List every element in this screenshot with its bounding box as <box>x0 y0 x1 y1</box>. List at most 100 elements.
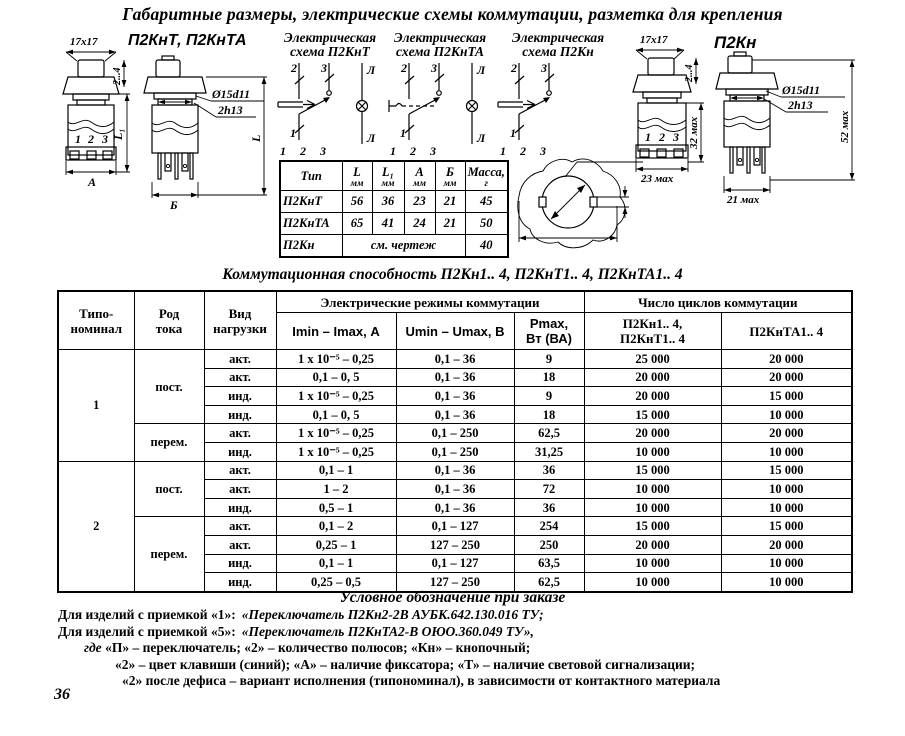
col-header-imin: Imin – Imax, А <box>275 312 397 350</box>
col-header-cyc2: П2КнТА1.. 4 <box>720 312 853 350</box>
ordering-title: Условное обозначение при заказе <box>339 589 566 606</box>
cell: 41 <box>371 212 405 235</box>
page-title: Габаритные размеры, электрические схемы … <box>122 4 783 24</box>
table-row: инд. 1 x 10⁻⁵ – 0,25 0,1 – 36 9 20 000 1… <box>58 386 853 406</box>
cell: 15 000 <box>583 516 722 536</box>
cell: 21 <box>434 190 466 213</box>
table-row: Типо- номинал Род тока Вид нагрузки Элек… <box>57 290 853 350</box>
button-body <box>723 100 771 148</box>
pin-label: 3 <box>319 144 326 158</box>
table-row: инд. 1 x 10⁻⁵ – 0,25 0,1 – 250 31,25 10 … <box>58 441 853 462</box>
cell: 20 000 <box>720 367 853 388</box>
cell: 0,1 – 36 <box>395 497 515 518</box>
cell: 0,1 – 127 <box>395 553 515 574</box>
cell: 0,1 – 127 <box>395 516 515 536</box>
button-bezel <box>62 76 120 95</box>
acceptance-label: Для изделий с приемкой «5»: <box>58 623 236 639</box>
ordering-line: Для изделий с приемкой «5»: «Переключател… <box>0 624 905 641</box>
terminal-number: 1 <box>645 130 651 144</box>
cell: акт. <box>203 367 277 388</box>
cell: 250 <box>513 534 585 555</box>
cell: 72 <box>513 479 585 499</box>
cell: 0,1 – 0, 5 <box>275 404 397 425</box>
lamp-label: Л <box>366 63 376 77</box>
terminal-number: 2 <box>87 132 94 146</box>
contact-label: 2 <box>510 61 517 75</box>
legend-text: «П» – переключатель; «2» – количество по… <box>105 640 531 655</box>
pin-label: 1 <box>280 144 286 158</box>
pin-label: 2 <box>409 144 416 158</box>
cell: 40 <box>464 234 509 258</box>
dim-a-label: А <box>87 175 96 189</box>
cell: 9 <box>513 349 585 369</box>
mounting-drawing <box>517 158 643 249</box>
cell: 0,5 – 1 <box>275 497 397 518</box>
designation-value: «Переключатель П2КнТА2-В ОЮО.360.049 ТУ»… <box>241 623 534 639</box>
cell: инд. <box>203 386 277 406</box>
table-row: акт. 1 – 2 0,1 – 36 72 10 000 10 000 <box>58 479 853 499</box>
dim-l1-label: L₁ <box>111 128 125 141</box>
left-side-view: Б Ø15d11 2h13 L <box>143 55 267 212</box>
cell: 10 000 <box>720 572 853 593</box>
table-row: инд. 0,1 – 0, 5 0,1 – 36 18 15 000 10 00… <box>58 404 853 425</box>
contact-label: 3 <box>430 61 437 75</box>
cell: 10 000 <box>583 497 722 518</box>
dim-travel-label: 2...4 <box>112 68 123 87</box>
contact-label: 1 <box>400 126 406 140</box>
cell: 15 000 <box>720 516 853 536</box>
dim-17x17-label: 17x17 <box>70 36 98 48</box>
left-front-view: 17x17 1 2 3 А 2...4 L₁ <box>62 36 130 189</box>
dim-32-label: 32 мах <box>688 116 700 150</box>
cell: 0,1 – 2 <box>275 516 397 536</box>
legend-text: «2» – цвет клавиши (синий); «А» – наличи… <box>115 656 696 672</box>
table-row: 1 пост. акт. 1 x 10⁻⁵ – 0,25 0,1 – 36 9 … <box>57 348 853 462</box>
cell: 0,1 – 36 <box>395 404 515 425</box>
dim-thread-label: 2h13 <box>787 98 813 112</box>
ordering-line: где «П» – переключатель; «2» – количеств… <box>0 640 905 657</box>
cell-rod: перем. <box>133 423 205 462</box>
legend-text: «2» после дефиса – вариант исполнения (т… <box>122 673 721 688</box>
contact-label: 1 <box>510 126 516 140</box>
cell: 65 <box>341 212 373 235</box>
cell: 62,5 <box>513 423 585 443</box>
col-header-cyc1: П2Кн1.. 4, П2КнТ1.. 4 <box>583 312 722 350</box>
moving-contact <box>298 98 328 115</box>
cell: 20 000 <box>720 349 853 369</box>
cell: 0,1 – 250 <box>395 441 515 462</box>
cell: 15 000 <box>583 460 722 481</box>
cell: акт. <box>203 423 277 443</box>
right-side-view: 21 мах Ø15d11 2h13 52 мах <box>715 51 855 206</box>
cell: 15 000 <box>720 460 853 481</box>
cell: 0,25 – 1 <box>275 534 397 555</box>
moving-contact <box>408 98 438 115</box>
cell: П2КнТА <box>279 212 343 235</box>
contact-label: 1 <box>290 126 296 140</box>
cell: 62,5 <box>513 572 585 593</box>
cell: 10 000 <box>583 479 722 499</box>
cell: 10 000 <box>583 553 722 574</box>
cell: 1 x 10⁻⁵ – 0,25 <box>275 423 397 443</box>
cell: 15 000 <box>583 404 722 425</box>
cell: инд. <box>203 441 277 462</box>
cell: П2Кн <box>279 234 343 258</box>
left-dimensional-drawing: 17x17 1 2 3 А 2...4 L₁ <box>62 36 267 212</box>
cell: 127 – 250 <box>395 534 515 555</box>
terminal-number: 3 <box>101 132 108 146</box>
dim-17x17-label: 17x17 <box>640 34 668 46</box>
col-header-umin: Umin – Umax, В <box>395 312 515 350</box>
table-row: акт. 0,25 – 1 127 – 250 250 20 000 20 00… <box>58 534 853 555</box>
cell: 0,1 – 36 <box>395 460 515 481</box>
cell: 63,5 <box>513 553 585 574</box>
col-header-rod: Род тока <box>133 290 205 350</box>
cell: 20 000 <box>720 423 853 443</box>
lamp-label: Л <box>476 131 486 145</box>
col-header: Тип <box>279 160 343 191</box>
acceptance-label: Для изделий с приемкой «1»: <box>58 607 236 622</box>
right-dimensional-drawing: 17x17 1 2 3 23 мах 2...4 32 мах <box>632 34 855 206</box>
cell: 18 <box>513 404 585 425</box>
cell: акт. <box>203 516 277 536</box>
cell: 254 <box>513 516 585 536</box>
